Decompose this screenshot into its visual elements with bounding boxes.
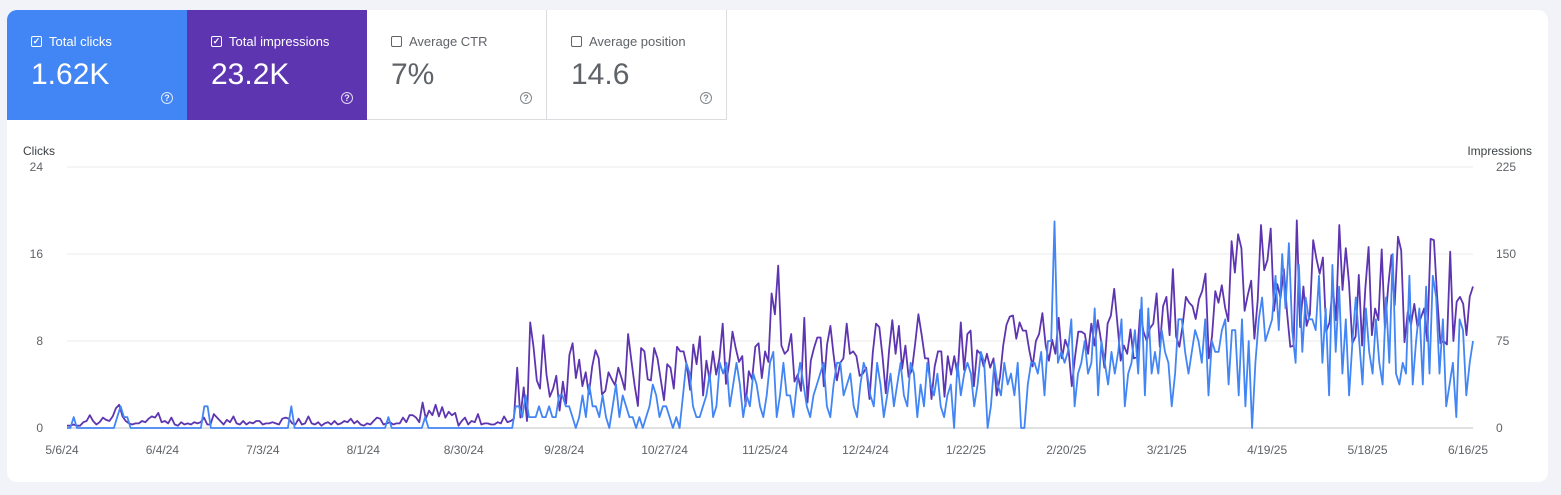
metric-label: Total clicks — [49, 34, 112, 49]
y-tick-label: 8 — [36, 334, 43, 348]
x-tick-label: 3/21/25 — [1147, 443, 1187, 457]
y2-tick-label: 225 — [1496, 160, 1516, 174]
total-clicks-tile[interactable]: ✓ Total clicks 1.62K ? — [7, 10, 187, 120]
total-impressions-tile[interactable]: ✓ Total impressions 23.2K ? — [187, 10, 367, 120]
x-tick-label: 2/20/25 — [1046, 443, 1086, 457]
metric-label: Average CTR — [409, 34, 488, 49]
x-tick-label: 8/30/24 — [444, 443, 484, 457]
help-icon[interactable]: ? — [161, 92, 173, 104]
x-tick-label: 4/19/25 — [1247, 443, 1287, 457]
x-tick-label: 6/16/25 — [1448, 443, 1488, 457]
metric-label: Total impressions — [229, 34, 330, 49]
help-icon[interactable]: ? — [520, 92, 532, 104]
metric-tiles: ✓ Total clicks 1.62K ? ✓ Total impressions… — [7, 10, 727, 120]
x-tick-label: 7/3/24 — [246, 443, 280, 457]
x-tick-label: 9/28/24 — [544, 443, 584, 457]
average-ctr-tile[interactable]: Average CTR 7% ? — [367, 10, 547, 120]
performance-chart: 0 0 8 75 16 150 24 225 5/6/24 6/4/24 7/3/24 8/1/24 8… — [30, 160, 1517, 457]
x-tick-label: 8/1/24 — [347, 443, 381, 457]
x-tick-label: 10/27/24 — [641, 443, 688, 457]
checkbox-icon[interactable] — [571, 36, 582, 47]
checkbox-icon[interactable]: ✓ — [31, 36, 42, 47]
x-tick-label: 12/24/24 — [842, 443, 889, 457]
metric-value: 7% — [391, 58, 435, 91]
help-icon[interactable]: ? — [700, 92, 712, 104]
right-axis-title: Impressions — [1467, 144, 1532, 158]
impressions-line — [67, 219, 1474, 427]
y-tick-label: 16 — [30, 247, 44, 261]
x-tick-label: 1/22/25 — [946, 443, 986, 457]
x-tick-label: 6/4/24 — [146, 443, 180, 457]
metric-value: 14.6 — [571, 58, 630, 91]
y2-tick-label: 75 — [1496, 334, 1510, 348]
x-tick-label: 5/6/24 — [45, 443, 79, 457]
checkbox-icon[interactable] — [391, 36, 402, 47]
metric-label: Average position — [589, 34, 686, 49]
x-tick-label: 11/25/24 — [742, 443, 788, 457]
y2-tick-label: 0 — [1496, 421, 1503, 435]
y-tick-label: 0 — [36, 421, 43, 435]
help-icon[interactable]: ? — [341, 92, 353, 104]
checkbox-icon[interactable]: ✓ — [211, 36, 222, 47]
metric-value: 23.2K — [211, 58, 290, 91]
clicks-line — [67, 220, 1474, 429]
left-axis-title: Clicks — [23, 144, 55, 158]
x-tick-label: 5/18/25 — [1348, 443, 1388, 457]
metric-value: 1.62K — [31, 58, 110, 91]
performance-card: ✓ Total clicks 1.62K ? ✓ Total impressions… — [7, 10, 1548, 482]
y2-tick-label: 150 — [1496, 247, 1516, 261]
y-tick-label: 24 — [30, 160, 44, 174]
average-position-tile[interactable]: Average position 14.6 ? — [547, 10, 727, 120]
